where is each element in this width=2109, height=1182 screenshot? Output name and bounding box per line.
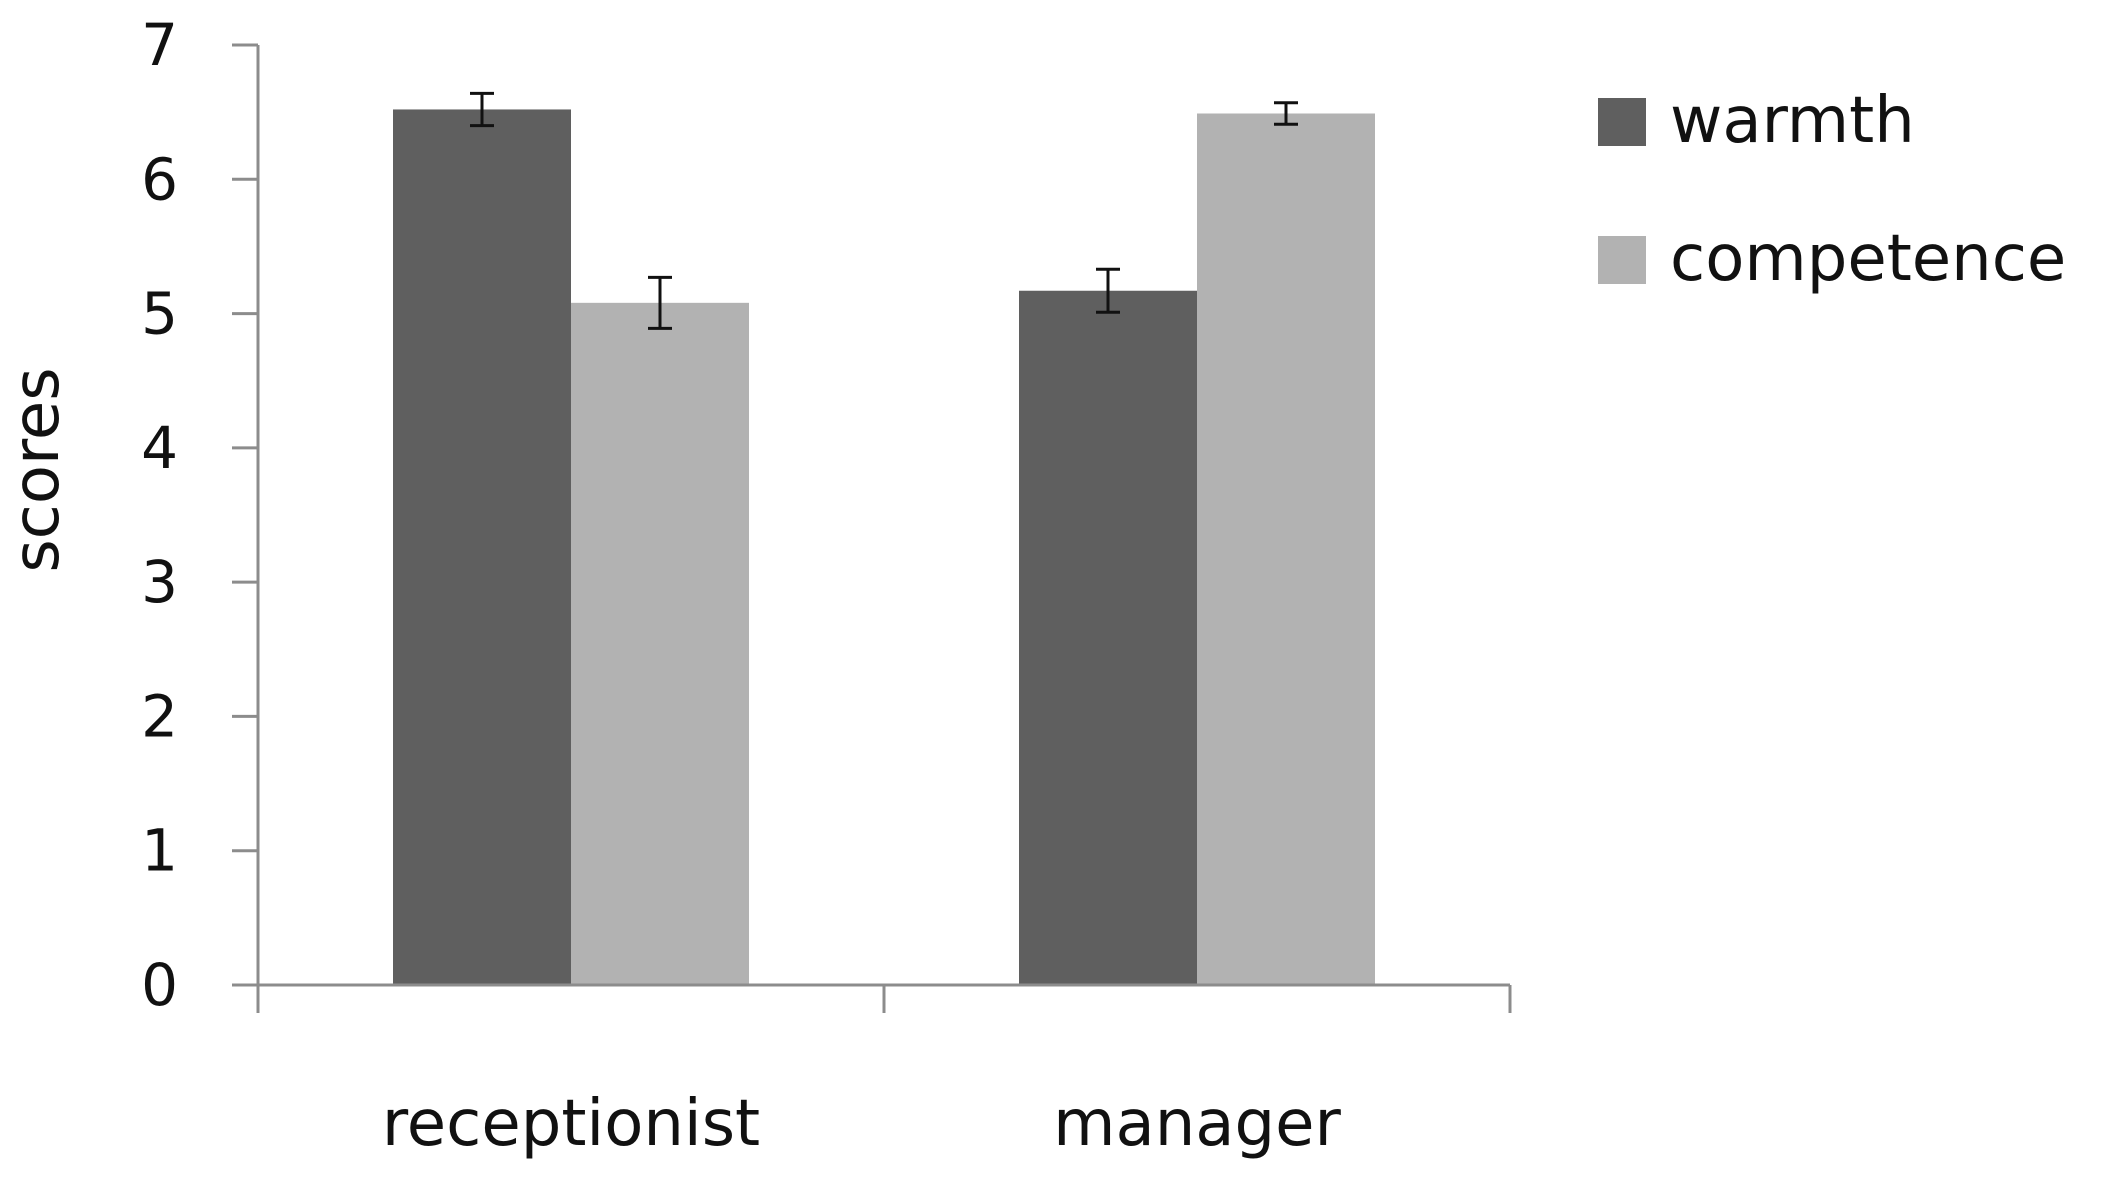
y-axis-tick-labels: 0 1 2 3 4 5 6 7 [141, 11, 178, 1019]
y-tick-label: 5 [141, 280, 178, 348]
bar-warmth-receptionist [393, 109, 571, 985]
legend-swatch-competence [1598, 236, 1646, 284]
y-tick-label: 4 [141, 414, 178, 482]
y-axis-title: scores [0, 367, 74, 572]
y-tick-label: 2 [141, 682, 178, 750]
y-tick-label: 3 [141, 548, 178, 616]
y-tick-label: 1 [141, 817, 178, 885]
y-tick-label: 0 [141, 951, 178, 1019]
x-category-label: receptionist [382, 1087, 760, 1161]
error-bars [470, 91, 1298, 330]
x-category-label: manager [1053, 1087, 1341, 1161]
bar-warmth-manager [1019, 290, 1197, 985]
y-tick-label: 7 [141, 11, 178, 79]
legend-label-competence: competence [1670, 222, 2066, 296]
y-tick-label: 6 [141, 145, 178, 213]
legend-label-warmth: warmth [1670, 84, 1915, 158]
x-axis-category-labels: receptionist manager [382, 1087, 1342, 1161]
x-axis [256, 983, 1512, 1013]
legend-swatch-warmth [1598, 98, 1646, 146]
legend: warmth competence [1598, 84, 2066, 296]
y-axis-ticks [232, 43, 260, 987]
bar-competence-receptionist [571, 302, 749, 985]
bars [393, 109, 1375, 985]
bar-competence-manager [1197, 113, 1375, 985]
